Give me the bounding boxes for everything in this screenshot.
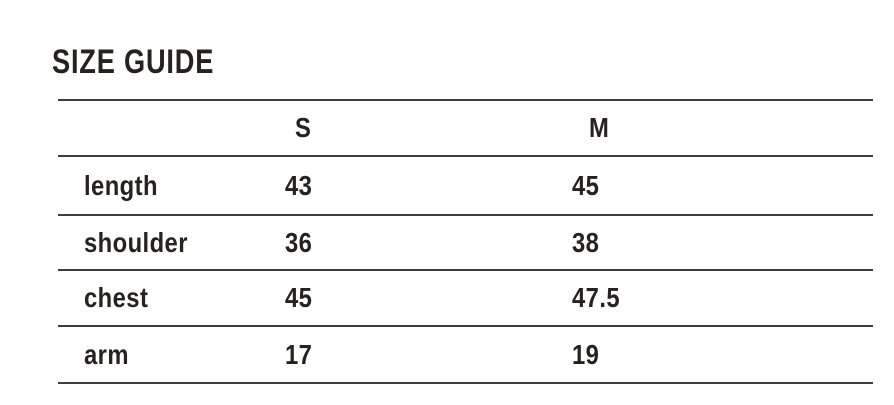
value-m: 47.5 [572,282,621,313]
cell-m-value: 19 [572,326,873,383]
cell-label: shoulder [58,215,285,270]
column-header-m-label: M [589,112,610,143]
table-row-shoulder: shoulder 36 38 [58,215,873,270]
column-header-m: M [572,100,873,156]
column-header-s: S [285,100,572,156]
cell-s-value: 45 [285,270,572,326]
row-label: length [84,169,158,201]
row-label: arm [84,338,129,370]
table-row-chest: chest 45 47.5 [58,270,873,326]
value-s: 36 [285,226,313,258]
cell-m-value: 47.5 [572,270,873,326]
table-row-arm: arm 17 19 [58,326,873,383]
value-s: 43 [285,169,313,201]
cell-label: length [58,156,285,215]
cell-s-value: 43 [285,156,572,215]
column-header-s-label: S [295,112,312,143]
value-s: 17 [285,338,313,370]
value-m: 38 [572,226,600,258]
size-guide-table: S M length 43 45 shoulder 36 [58,99,873,384]
value-s: 45 [285,282,313,313]
table-header-row: S M [58,100,873,156]
value-m: 45 [572,169,600,201]
cell-m-value: 38 [572,215,873,270]
column-header-blank [58,100,285,156]
row-label: chest [84,282,149,313]
cell-label: arm [58,326,285,383]
cell-label: chest [58,270,285,326]
cell-m-value: 45 [572,156,873,215]
cell-s-value: 36 [285,215,572,270]
page-title: SIZE GUIDE [52,43,215,81]
cell-s-value: 17 [285,326,572,383]
table-row-length: length 43 45 [58,156,873,215]
value-m: 19 [572,338,600,370]
row-label: shoulder [84,226,188,258]
